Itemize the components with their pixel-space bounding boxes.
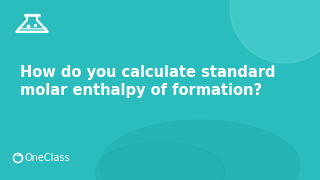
Text: OneClass: OneClass <box>25 153 70 163</box>
Text: molar enthalpy of formation?: molar enthalpy of formation? <box>20 82 262 98</box>
Polygon shape <box>16 29 48 32</box>
Ellipse shape <box>95 142 225 180</box>
Text: How do you calculate standard: How do you calculate standard <box>20 64 276 80</box>
Ellipse shape <box>230 0 320 63</box>
Ellipse shape <box>100 120 300 180</box>
